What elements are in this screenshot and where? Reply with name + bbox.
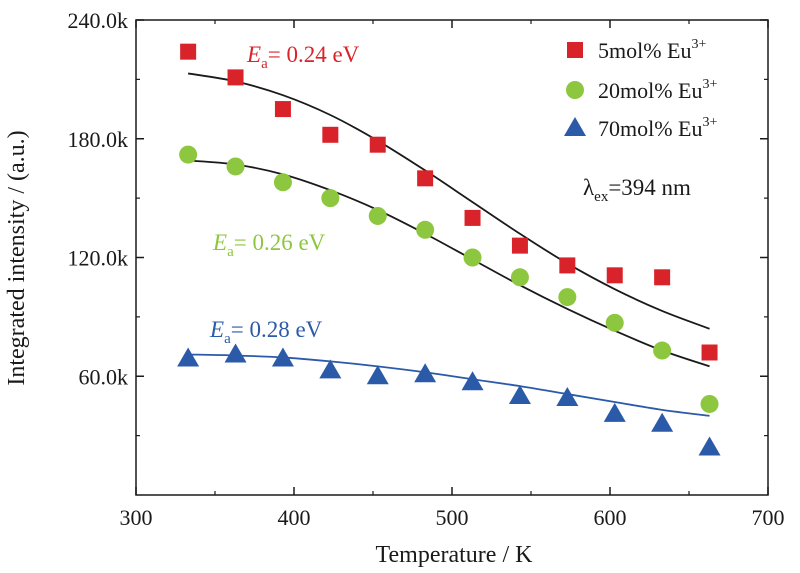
data-point-square — [322, 126, 339, 143]
x-tick-label: 300 — [120, 505, 153, 530]
data-point-circle — [653, 341, 672, 360]
data-point-square — [464, 209, 481, 226]
y-tick-label: 240.0k — [68, 8, 129, 33]
x-tick-label: 400 — [278, 505, 311, 530]
fit-labels: Ea= 0.24 eV Ea= 0.26 eV Ea= 0.28 eV — [209, 42, 360, 347]
activation-energy-label: Ea= 0.26 eV — [212, 230, 326, 260]
data-point-triangle — [414, 363, 437, 383]
data-point-circle — [226, 157, 245, 176]
data-point-triangle — [651, 412, 674, 432]
data-point-circle — [605, 313, 624, 332]
data-points — [177, 43, 721, 456]
legend-marker-circle — [566, 81, 584, 99]
data-point-circle — [416, 220, 435, 239]
data-point-square — [701, 344, 718, 361]
data-point-triangle — [556, 387, 579, 407]
data-point-triangle — [508, 385, 531, 405]
data-point-circle — [321, 189, 340, 208]
data-point-triangle — [177, 347, 200, 367]
data-point-circle — [179, 145, 198, 164]
data-point-triangle — [366, 365, 389, 385]
data-point-circle — [368, 206, 387, 225]
y-axis-title: Integrated intensity / (a.u.) — [4, 130, 30, 385]
data-point-square — [227, 69, 244, 86]
tick-labels: 300 400 500 600 700 60.0k 120.0k 180.0k 240.0k — [68, 8, 785, 530]
x-tick-label: 500 — [436, 505, 469, 530]
activation-energy-label: Ea= 0.24 eV — [246, 42, 360, 72]
y-tick-label: 120.0k — [68, 246, 129, 271]
y-tick-label: 60.0k — [79, 364, 129, 389]
y-tick-label: 180.0k — [68, 127, 129, 152]
legend-entry: 70mol% Eu3+ — [598, 115, 718, 141]
activation-energy-label: Ea= 0.28 eV — [209, 317, 323, 347]
data-point-square — [274, 101, 291, 118]
data-point-triangle — [698, 436, 721, 456]
legend-marker-square — [567, 42, 583, 58]
data-point-circle — [510, 268, 529, 287]
legend-entry: 20mol% Eu3+ — [598, 77, 718, 103]
data-point-square — [606, 267, 623, 284]
data-point-square — [180, 43, 197, 60]
data-point-square — [417, 170, 434, 187]
fit-curve-1 — [187, 72, 710, 330]
data-point-circle — [273, 173, 292, 192]
data-point-circle — [463, 248, 482, 267]
fit-curve-3 — [188, 353, 710, 417]
legend-marker-triangle — [564, 117, 586, 136]
data-point-triangle — [271, 347, 294, 367]
data-point-square — [654, 269, 671, 286]
data-point-triangle — [224, 343, 247, 363]
data-point-triangle — [603, 402, 626, 422]
legend: 5mol% Eu3+ 20mol% Eu3+ 70mol% Eu3+ — [564, 37, 718, 141]
data-point-square — [369, 136, 386, 153]
axis-ticks — [135, 19, 769, 495]
x-tick-label: 600 — [594, 505, 627, 530]
data-point-triangle — [319, 359, 342, 379]
data-point-circle — [558, 288, 577, 307]
data-point-circle — [700, 394, 719, 413]
data-point-square — [559, 257, 576, 274]
x-axis-title: Temperature / K — [376, 542, 534, 568]
excitation-wavelength-label: λex=394 nm — [583, 175, 691, 205]
legend-entry: 5mol% Eu3+ — [598, 37, 707, 63]
fit-curve-2 — [188, 159, 710, 368]
x-tick-label: 700 — [752, 505, 785, 530]
data-point-triangle — [461, 371, 484, 391]
data-point-square — [511, 237, 528, 254]
